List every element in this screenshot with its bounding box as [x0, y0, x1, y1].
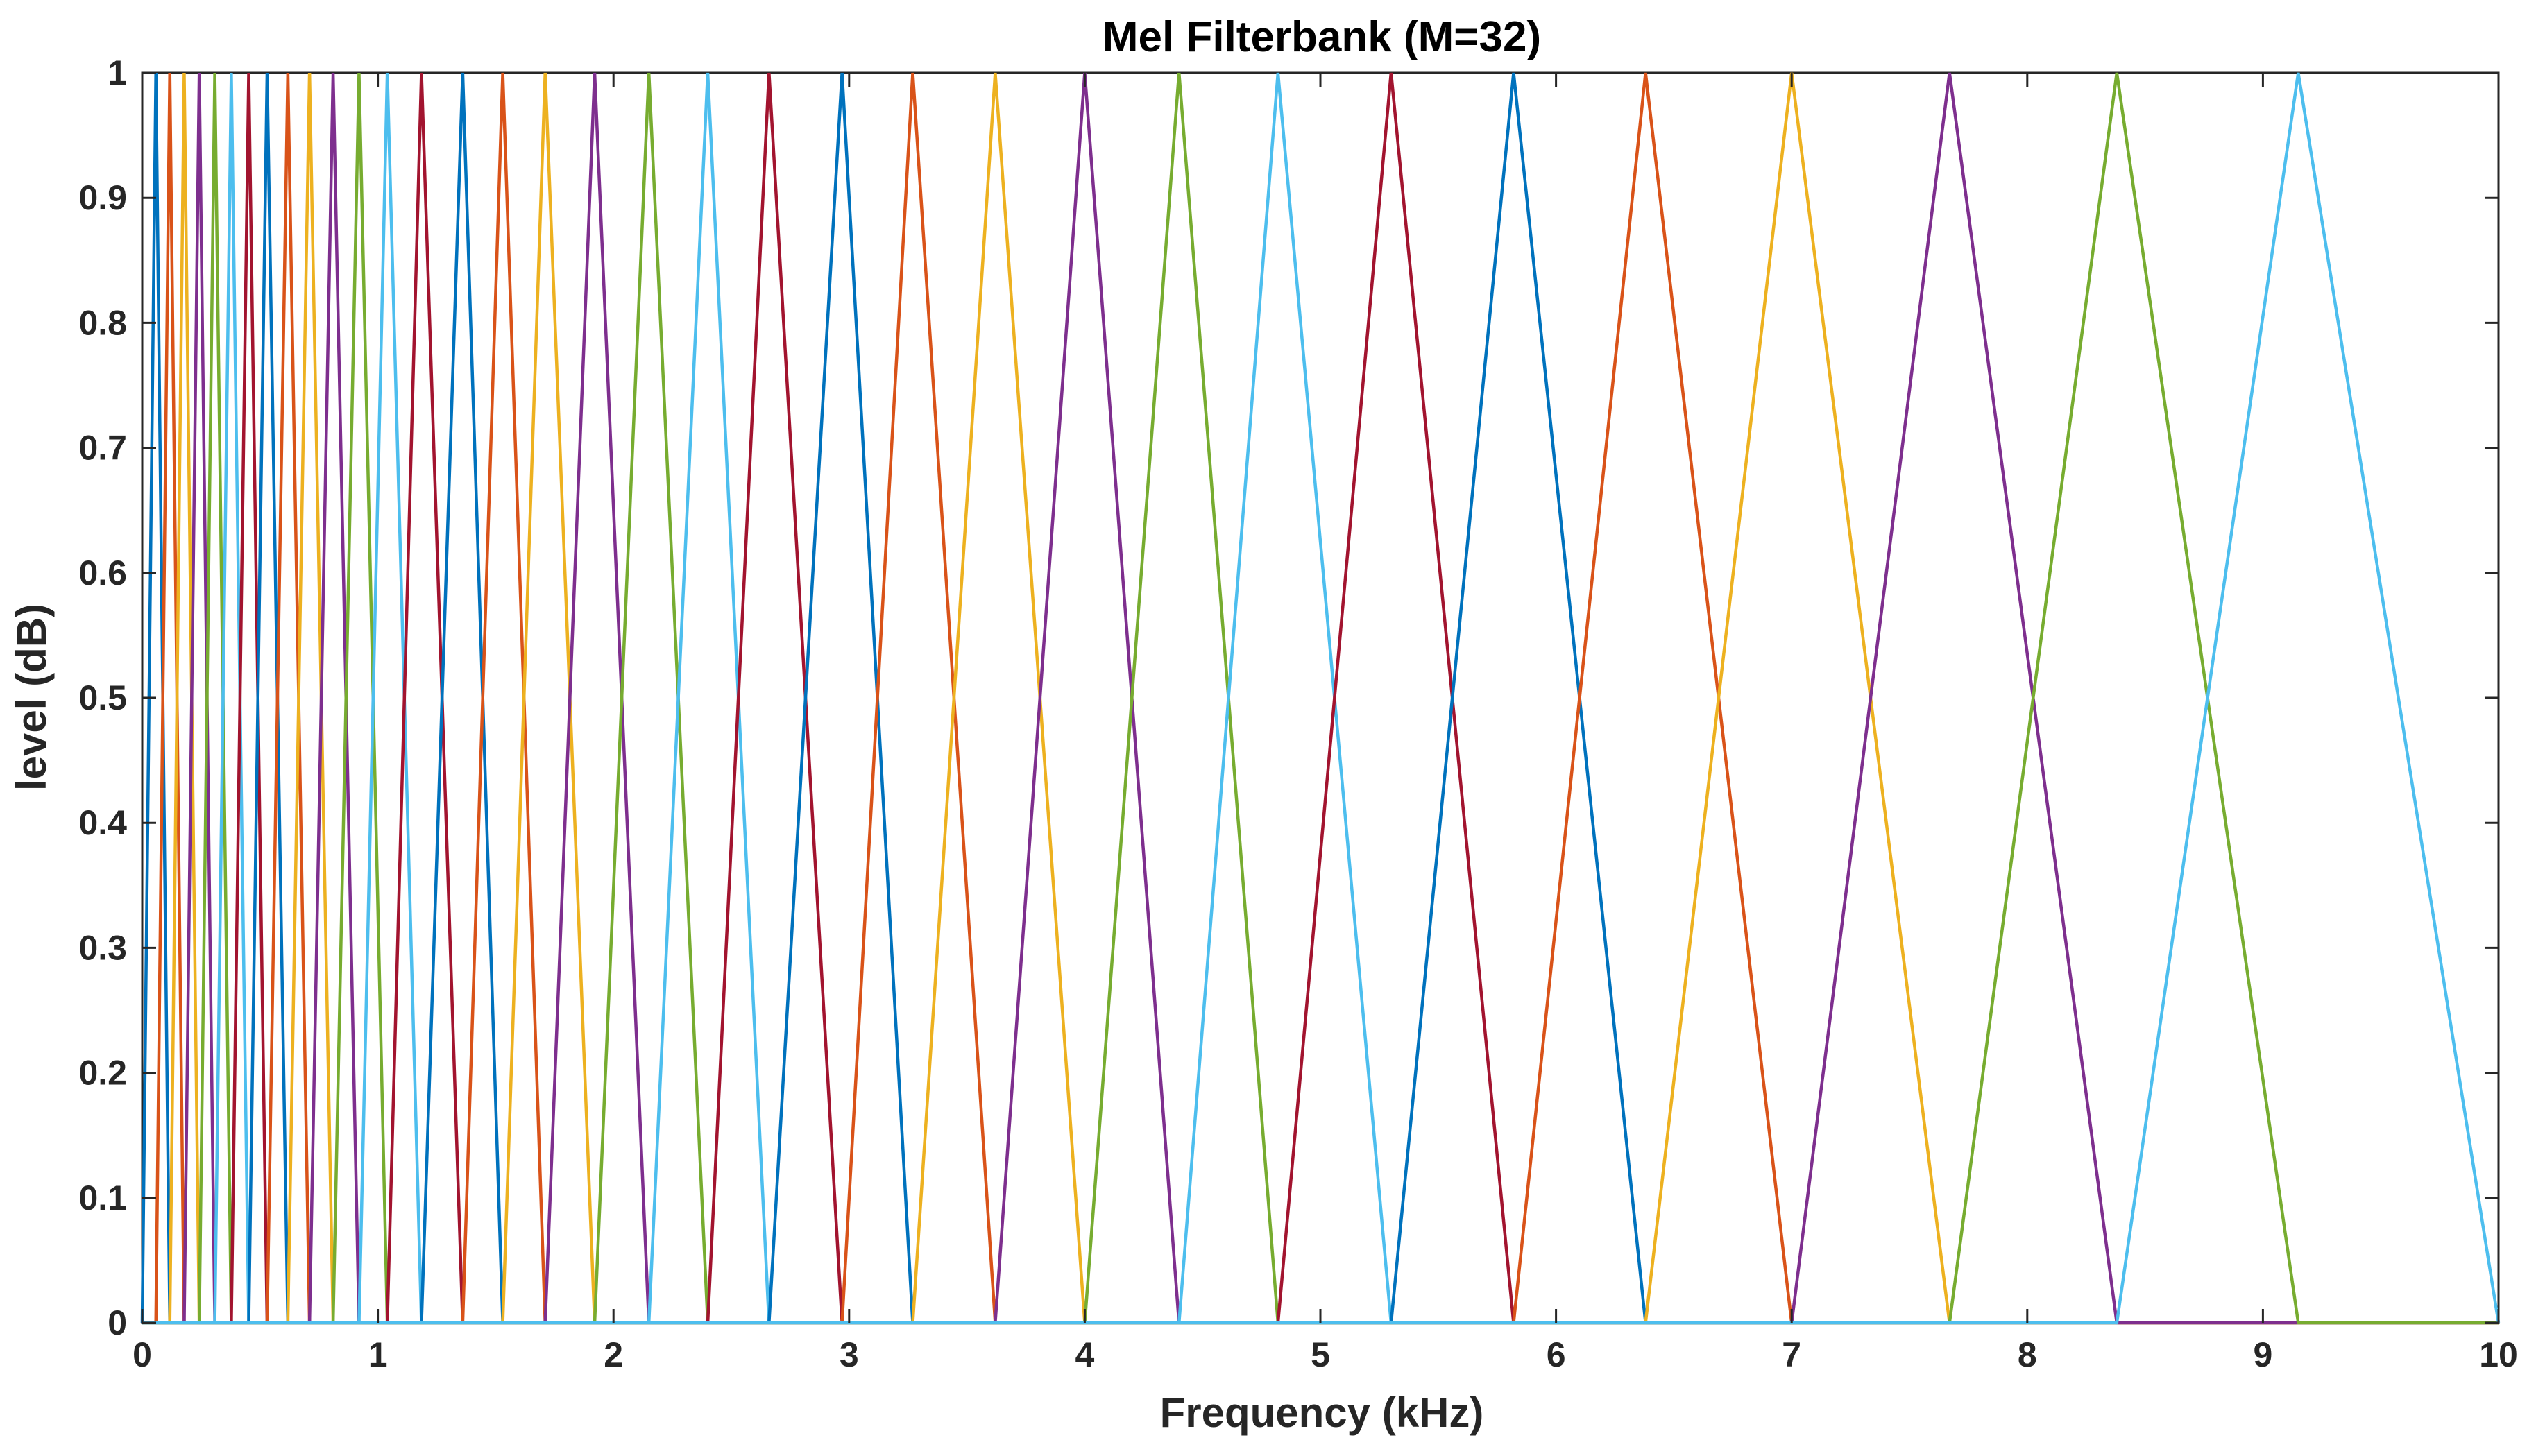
tick-label-layer: 0 1 2 3 4 5 6 7 8 9 10 0 0.1 0.2 0.3 0.4 0.5 0.6 0.7 0.8 0.9… [78, 53, 2517, 1374]
x-tick-label: 5 [1311, 1335, 1330, 1374]
y-tick-label: 0.5 [78, 678, 127, 717]
y-tick-label: 0.8 [78, 303, 127, 342]
y-tick-label: 0.1 [78, 1179, 127, 1217]
filter-line-34 [142, 72, 2501, 1325]
x-tick-label: 8 [2018, 1335, 2037, 1374]
tick-layer [141, 71, 2500, 1324]
y-tick-label: 0.2 [78, 1054, 127, 1093]
y-tick-label: 0 [108, 1303, 127, 1342]
x-tick-label: 3 [840, 1335, 859, 1374]
plot-area: 0 1 2 3 4 5 6 7 8 9 10 0 0.1 0.2 0.3 0.4 0.5 0.6 0.7 0.8 0.9… [78, 53, 2517, 1374]
x-tick-label: 6 [1547, 1335, 1566, 1374]
y-tick-label: 0.9 [78, 178, 127, 217]
x-tick-label: 7 [1782, 1335, 1801, 1374]
x-tick-label: 9 [2253, 1335, 2272, 1374]
x-tick-label: 0 [133, 1335, 152, 1374]
y-tick-label: 1 [108, 53, 127, 92]
x-tick-label: 10 [2479, 1335, 2518, 1374]
series-layer [140, 72, 2501, 1325]
y-tick-label: 0.6 [78, 554, 127, 592]
x-tick-label: 2 [604, 1335, 623, 1374]
x-tick-label: 1 [368, 1335, 388, 1374]
x-tick-label: 4 [1075, 1335, 1094, 1374]
y-tick-label: 0.3 [78, 928, 127, 967]
y-tick-label: 0.4 [78, 803, 127, 842]
y-tick-label: 0.7 [78, 429, 127, 468]
y-axis-label: level (dB) [8, 603, 55, 791]
x-axis-label: Frequency (kHz) [1160, 1389, 1484, 1436]
chart-title: Mel Filterbank (M=32) [1103, 13, 1541, 61]
